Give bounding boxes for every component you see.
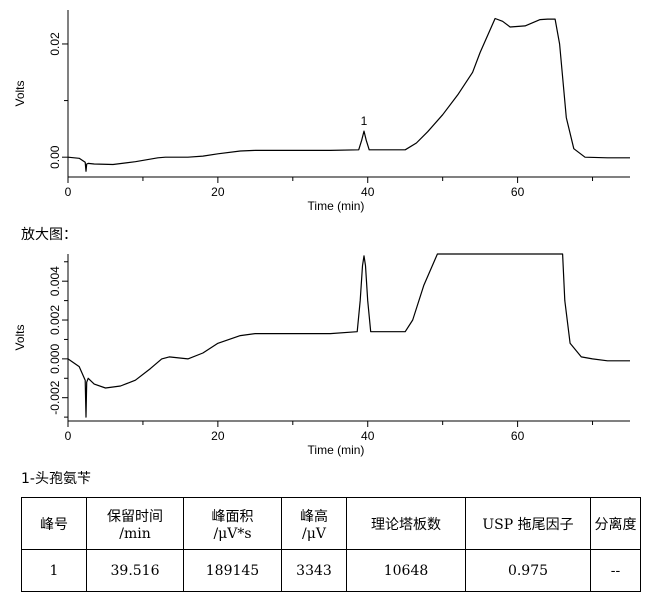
x-tick-label: 60 xyxy=(511,185,525,199)
y-axis-label: Volts xyxy=(13,80,27,106)
series-line-0 xyxy=(67,17,630,172)
x-tick-label: 20 xyxy=(211,429,225,443)
table-cell: -- xyxy=(590,549,641,592)
series-line-0 xyxy=(67,253,630,418)
table-row: 1 39.516 189145 3343 10648 0.975 -- xyxy=(21,549,641,592)
chromatogram-full: 0 20 40 60 0.00 0.02 Time (min) Volts 1 xyxy=(13,10,630,213)
header-cell-plate-count: 理论塔板数 xyxy=(346,497,466,550)
x-tick-label: 40 xyxy=(361,185,375,199)
y-axis-label: Volts xyxy=(13,324,27,350)
x-tick-label: 60 xyxy=(511,429,525,443)
zoom-caption: 放大图： xyxy=(21,227,77,243)
table-header-row: 峰号 保留时间 /min 峰面积 /μV*s 峰高 /μV 理论塔板数 USP … xyxy=(21,497,641,550)
table-cell: 39.516 xyxy=(86,549,184,592)
x-tick-label: 0 xyxy=(65,185,72,199)
header-cell-peak-area: 峰面积 /μV*s xyxy=(183,497,282,550)
x-axis-label: Time (min) xyxy=(308,199,365,213)
header-cell-resolution: 分离度 xyxy=(590,497,641,550)
x-tick-label: 0 xyxy=(65,429,72,443)
y-tick-label: 0.000 xyxy=(48,344,62,374)
table-cell: 0.975 xyxy=(465,549,591,592)
x-tick-label: 20 xyxy=(211,185,225,199)
peak-label: 1 xyxy=(361,114,368,128)
chromatogram-zoomed: 0 20 40 60 -0.002 0.000 0.002 0.004 Time (min) Vo… xyxy=(13,253,630,457)
x-tick-label: 40 xyxy=(361,429,375,443)
header-cell-peak-height: 峰高 /μV xyxy=(281,497,347,550)
header-cell-retention-time: 保留时间 /min xyxy=(86,497,184,550)
y-tick-label: 0.02 xyxy=(48,32,62,56)
table-cell: 3343 xyxy=(281,549,347,592)
y-tick-label: 0.002 xyxy=(48,305,62,335)
y-tick-label: 0.00 xyxy=(48,145,62,169)
header-cell-tailing-factor: USP 拖尾因子 xyxy=(465,497,591,550)
table-cell: 1 xyxy=(21,549,87,592)
table-cell: 189145 xyxy=(183,549,282,592)
header-cell-peak-no: 峰号 xyxy=(21,497,87,550)
results-table: 峰号 保留时间 /min 峰面积 /μV*s 峰高 /μV 理论塔板数 USP … xyxy=(21,497,641,592)
y-tick-label: -0.002 xyxy=(48,380,62,414)
y-tick-label: 0.004 xyxy=(48,266,62,296)
x-axis-label: Time (min) xyxy=(308,443,365,457)
compound-caption: 1-头孢氨苄 xyxy=(21,471,91,487)
table-cell: 10648 xyxy=(346,549,466,592)
